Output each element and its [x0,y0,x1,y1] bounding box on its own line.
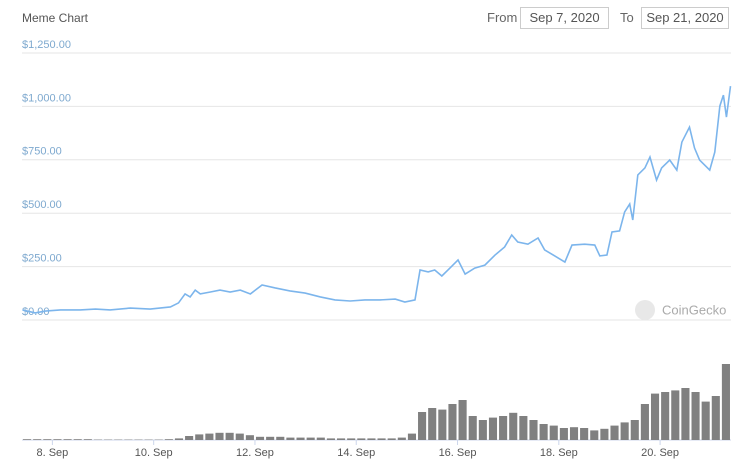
volume-bar [164,439,173,440]
y-tick-label: $1,000.00 [22,92,71,104]
volume-bar [83,439,92,440]
volume-bar [316,437,325,440]
volume-bar [529,420,538,440]
volume-bar [650,393,660,440]
volume-bar [306,437,315,440]
volume-bar [478,420,487,440]
to-label: To [620,10,634,25]
volume-bar [367,438,376,440]
volume-bar [711,396,720,440]
volume-bar [377,438,386,440]
volume-bar [266,436,275,440]
volume-bar [539,424,548,440]
volume-bar [428,408,437,440]
volume-bar [225,432,234,440]
volume-bar [640,404,649,440]
from-label: From [487,10,518,25]
y-tick-label: $1,250.00 [22,39,71,51]
volume-bar [336,438,346,440]
volume-bar [23,439,32,440]
volume-bar [559,428,568,440]
price-line [22,86,732,314]
volume-bar [519,416,528,440]
watermark-logo [635,300,655,320]
volume-bar [63,439,72,440]
x-tick-label: 10. Sep [135,447,173,459]
volume-bar [407,433,417,440]
volume-bar [509,412,518,440]
x-tick-label: 12. Sep [236,447,274,459]
volume-bar [701,401,710,440]
volume-bar [458,400,467,440]
volume-bar [286,437,295,440]
volume-bar [174,438,184,440]
volume-bar [276,436,285,440]
volume-bar [215,432,224,440]
volume-bar [73,439,82,440]
volume-bar [387,438,396,440]
volume-bar [721,364,730,440]
volume-bar [580,428,589,440]
x-tick-label: 14. Sep [337,447,375,459]
volume-bar [681,388,690,440]
volume-bar [600,428,609,440]
volume-bar [691,392,700,440]
from-date-input[interactable]: Sep 7, 2020 [520,7,609,29]
volume-bar [438,409,447,440]
to-date-input[interactable]: Sep 21, 2020 [641,7,729,29]
volume-bar [468,416,477,440]
volume-bar [630,420,639,440]
x-tick-label: 16. Sep [439,447,477,459]
volume-bar [671,390,680,440]
volume-bar [205,433,214,440]
volume-bar [195,434,204,440]
volume-bar [620,422,629,440]
volume-bar [33,439,42,440]
volume-bar [255,436,265,440]
volume-bar [590,430,599,440]
x-tick-label: 8. Sep [36,447,68,459]
chart-title: Meme Chart [22,11,89,25]
y-tick-label: $250.00 [22,253,62,265]
volume-bar [326,438,335,440]
x-tick-label: 18. Sep [540,447,578,459]
volume-bar [549,425,558,440]
volume-bar [418,412,427,440]
y-tick-label: $0.00 [22,306,50,318]
x-tick-label: 20. Sep [641,447,679,459]
volume-bar [53,439,62,440]
volume-bar [661,392,670,440]
volume-bar [185,436,194,440]
volume-bar [235,433,244,440]
volume-bar [296,437,305,440]
volume-bar [499,416,508,440]
volume-bar [448,404,457,440]
volume-bar [245,435,254,440]
volume-bar [610,425,619,440]
volume-bar [43,439,52,440]
watermark: CoinGecko [662,302,726,317]
volume-bar [488,417,498,440]
volume-bar [569,427,579,440]
volume-bar [347,438,356,440]
y-tick-label: $750.00 [22,146,62,158]
volume-bar [357,438,366,440]
y-tick-label: $500.00 [22,199,62,211]
volume-bar [397,437,406,440]
